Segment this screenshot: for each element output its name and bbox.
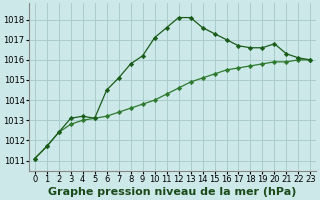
X-axis label: Graphe pression niveau de la mer (hPa): Graphe pression niveau de la mer (hPa) [48,187,297,197]
